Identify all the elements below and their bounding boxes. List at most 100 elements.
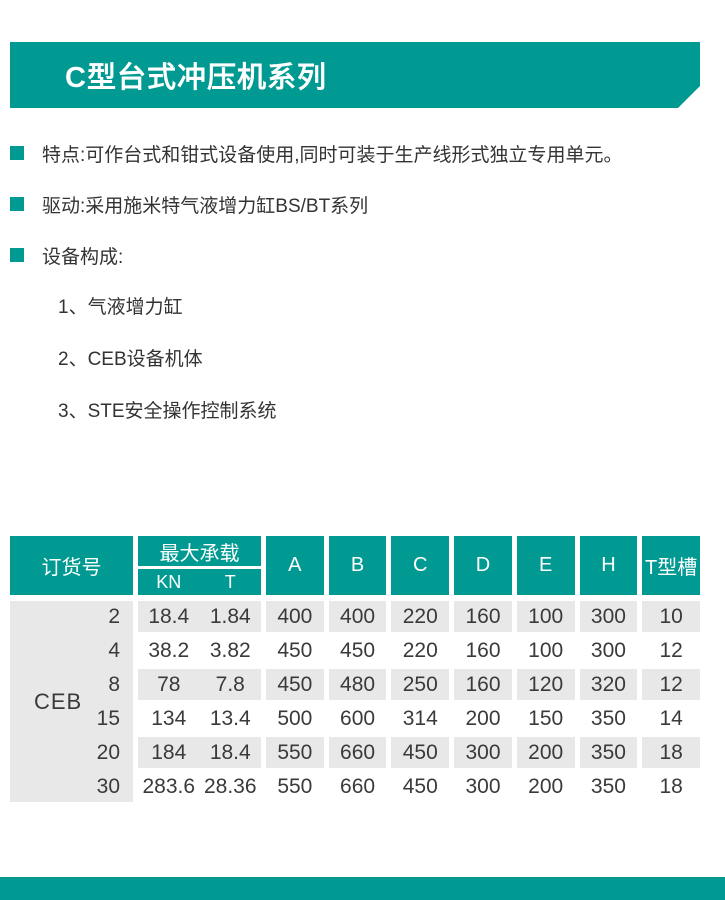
feature-list: 特点:可作台式和钳式设备使用,同时可装于生产线形式独立专用单元。 驱动:采用施米… <box>10 142 623 295</box>
cell-d: 200 <box>454 703 512 734</box>
header-cell-t-slot: T型槽 <box>642 536 700 595</box>
feature-text: 驱动:采用施米特气液增力缸BS/BT系列 <box>42 195 369 217</box>
bullet-square-icon <box>10 248 24 262</box>
cell-h: 300 <box>579 635 638 666</box>
cell-value-kn: 18.4 <box>148 604 190 628</box>
cell-c: 250 <box>391 669 450 700</box>
cell-t_slot: 12 <box>642 635 700 666</box>
cell-e: 150 <box>516 703 575 734</box>
header-cell-b: B <box>328 536 387 595</box>
section-header-banner: C型台式冲压机系列 <box>10 42 700 108</box>
cell-c: 314 <box>391 703 450 734</box>
cell-a: 550 <box>266 737 324 768</box>
cell-max-load: 184 18.4 <box>138 737 261 768</box>
cell-a: 450 <box>266 635 324 666</box>
component-item: 1、气液增力缸 <box>58 296 183 318</box>
header-cell-e: E <box>516 536 575 595</box>
header-unit-t: T <box>224 571 236 592</box>
cell-h: 300 <box>579 601 638 632</box>
table-row: 78 7.8 450 480 250 160 120 320 12 <box>138 669 700 700</box>
cell-a: 500 <box>266 703 324 734</box>
header-cell-a: A <box>266 536 324 595</box>
cell-value-kn: 283.6 <box>142 774 196 798</box>
cell-d: 300 <box>454 771 512 802</box>
table-row: 184 18.4 550 660 450 300 200 350 18 <box>138 737 700 768</box>
cell-value-t: 28.36 <box>203 774 257 798</box>
cell-max-load: 38.2 3.82 <box>138 635 261 666</box>
cell-t_slot: 18 <box>642 771 700 802</box>
cell-max-load: 283.6 28.36 <box>138 771 261 802</box>
component-item: 3、STE安全操作控制系统 <box>58 400 277 422</box>
cell-h: 350 <box>579 737 638 768</box>
table-row: 283.6 28.36 550 660 450 300 200 350 18 <box>138 771 700 802</box>
cell-e: 200 <box>516 737 575 768</box>
cell-h: 350 <box>579 771 638 802</box>
header-cell-c: C <box>391 536 450 595</box>
feature-item-drive: 驱动:采用施米特气液增力缸BS/BT系列 <box>10 193 623 217</box>
cell-b: 480 <box>328 669 387 700</box>
cell-d: 160 <box>454 669 512 700</box>
cell-value-kn: 38.2 <box>148 638 190 662</box>
order-model-number: 15 <box>96 707 120 730</box>
header-cell-d: D <box>454 536 512 595</box>
page-title: C型台式冲压机系列 <box>65 62 327 94</box>
cell-value-t: 1.84 <box>209 604 251 628</box>
order-model-number: 4 <box>108 639 120 662</box>
component-list: 1、气液增力缸 2、CEB设备机体 3、STE安全操作控制系统 <box>58 294 277 450</box>
table-row: 18.4 1.84 400 400 220 160 100 300 10 <box>138 601 700 632</box>
cell-e: 200 <box>516 771 575 802</box>
cell-d: 300 <box>454 737 512 768</box>
cell-c: 220 <box>391 635 450 666</box>
order-model-number: 30 <box>96 775 120 798</box>
cell-e: 100 <box>516 635 575 666</box>
cell-a: 400 <box>266 601 324 632</box>
cell-value-kn: 78 <box>157 672 181 696</box>
feature-item-characteristics: 特点:可作台式和钳式设备使用,同时可装于生产线形式独立专用单元。 <box>10 142 623 166</box>
spec-table-body-rows: 18.4 1.84 400 400 220 160 100 300 10 38.2 3.82 450 4… <box>138 601 700 802</box>
spec-table: 订货号 最大承载 KN T A B C D E H T型槽 CEB 2 4 8 15 2… <box>10 536 700 802</box>
cell-e: 100 <box>516 601 575 632</box>
header-max-load-units: KN T <box>138 569 261 595</box>
cell-a: 450 <box>266 669 324 700</box>
cell-b: 660 <box>328 737 387 768</box>
cell-value-kn: 134 <box>151 706 187 730</box>
feature-item-composition: 设备构成: <box>10 244 623 268</box>
cell-h: 350 <box>579 703 638 734</box>
order-no-column: CEB 2 4 8 15 20 30 <box>10 601 133 802</box>
cell-t_slot: 14 <box>642 703 700 734</box>
cell-value-kn: 184 <box>151 740 187 764</box>
cell-max-load: 134 13.4 <box>138 703 261 734</box>
cell-value-t: 7.8 <box>215 672 245 696</box>
cell-t_slot: 12 <box>642 669 700 700</box>
header-cell-order-no: 订货号 <box>10 536 133 595</box>
series-prefix-label: CEB <box>34 688 83 714</box>
cell-a: 550 <box>266 771 324 802</box>
header-unit-kn: KN <box>156 571 182 592</box>
cell-d: 160 <box>454 601 512 632</box>
cell-b: 450 <box>328 635 387 666</box>
cell-value-t: 13.4 <box>209 706 251 730</box>
component-item: 2、CEB设备机体 <box>58 348 203 370</box>
cell-b: 660 <box>328 771 387 802</box>
cell-b: 600 <box>328 703 387 734</box>
footer-bar <box>0 877 725 900</box>
cell-c: 220 <box>391 601 450 632</box>
order-model-number: 20 <box>96 741 120 764</box>
cell-t_slot: 10 <box>642 601 700 632</box>
cell-t_slot: 18 <box>642 737 700 768</box>
bullet-square-icon <box>10 146 24 160</box>
cell-c: 450 <box>391 737 450 768</box>
cell-b: 400 <box>328 601 387 632</box>
order-models: 2 4 8 15 20 30 <box>10 601 133 802</box>
cell-value-t: 18.4 <box>209 740 251 764</box>
table-row: 134 13.4 500 600 314 200 150 350 14 <box>138 703 700 734</box>
order-model-number: 8 <box>108 673 120 696</box>
header-cell-h: H <box>579 536 638 595</box>
header-max-load-label: 最大承载 <box>138 536 261 569</box>
order-model-number: 2 <box>108 605 120 628</box>
table-row: 38.2 3.82 450 450 220 160 100 300 12 <box>138 635 700 666</box>
spec-table-header: 订货号 最大承载 KN T A B C D E H T型槽 <box>10 536 700 595</box>
header-cell-max-load: 最大承载 KN T <box>138 536 261 595</box>
cell-h: 320 <box>579 669 638 700</box>
